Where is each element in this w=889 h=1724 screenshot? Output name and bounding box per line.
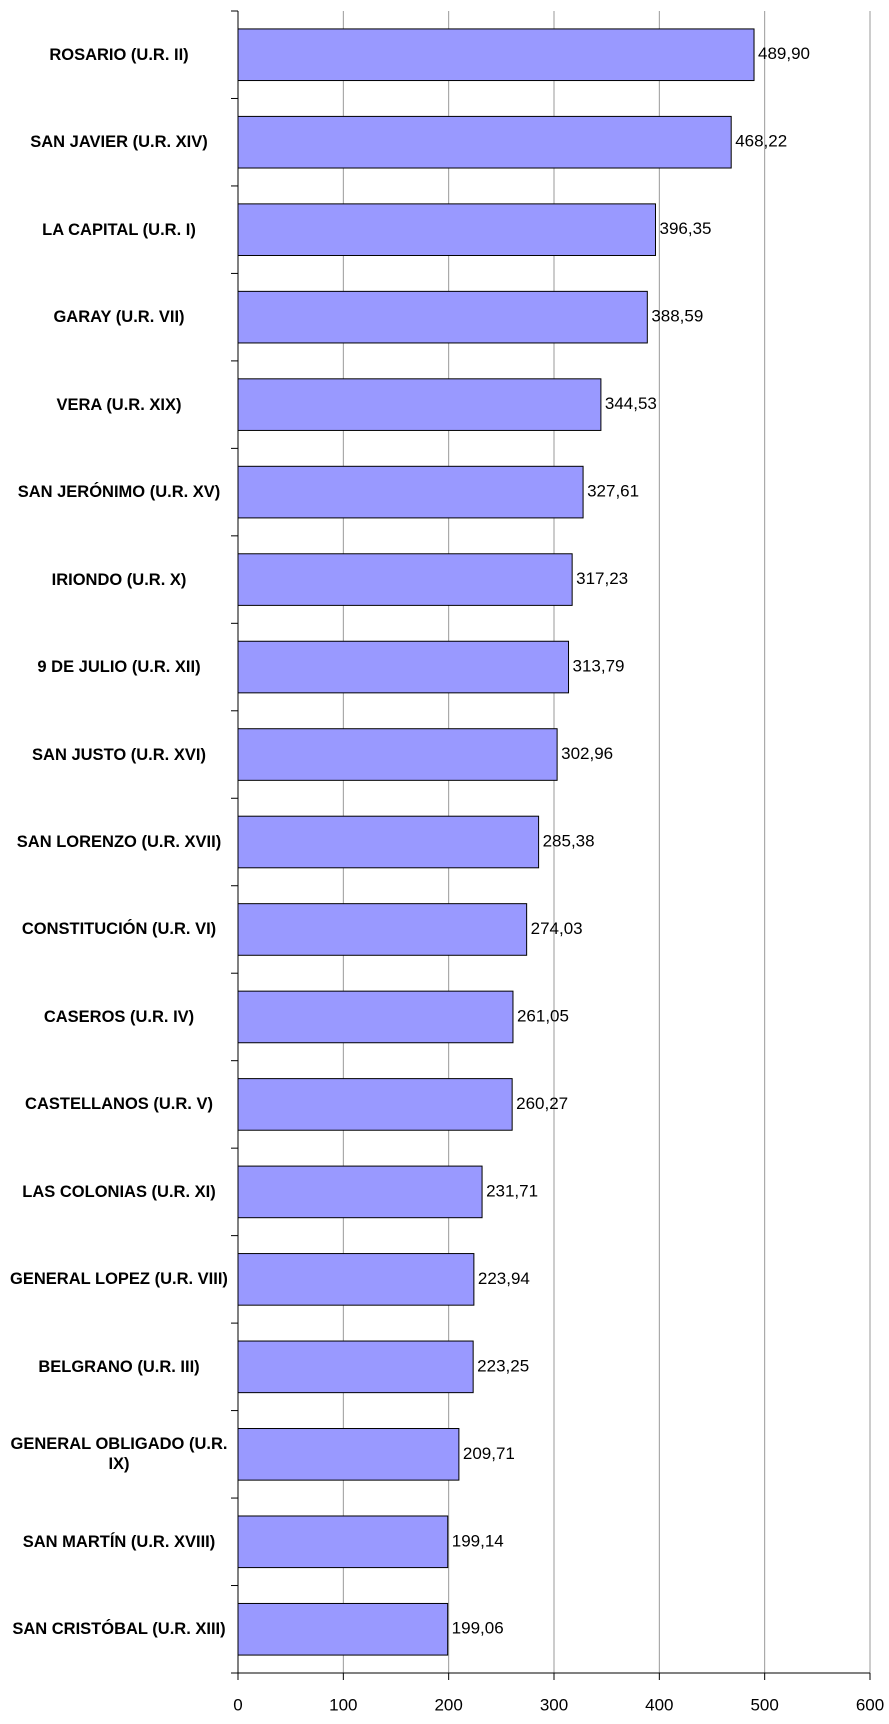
value-label: 313,79 [573, 657, 625, 676]
y-tick-label: SAN JAVIER (U.R. XIV) [30, 133, 208, 152]
value-label: 223,94 [478, 1269, 530, 1288]
bar [237, 115, 732, 169]
bar [237, 640, 570, 694]
bar [237, 815, 540, 869]
bar [237, 728, 558, 781]
y-tick-label: VERA (U.R. XIX) [56, 395, 182, 414]
y-tick-label: GENERAL LOPEZ (U.R. VIII) [10, 1270, 228, 1289]
y-tick-label: BELGRANO (U.R. III) [38, 1357, 200, 1376]
x-tick-label: 600 [856, 1695, 884, 1714]
bar [237, 990, 514, 1044]
value-label: 285,38 [543, 831, 595, 850]
y-tick-label: SAN LORENZO (U.R. XVII) [16, 833, 222, 851]
bar [237, 290, 648, 344]
value-label: 261,05 [517, 1006, 569, 1025]
x-tick-label: 500 [750, 1695, 778, 1714]
value-label: 260,27 [516, 1094, 568, 1113]
value-label: 396,35 [659, 219, 711, 238]
bar [237, 1515, 449, 1569]
x-tick-label: 300 [540, 1695, 568, 1714]
bar [237, 28, 755, 82]
value-label: 209,71 [463, 1444, 515, 1463]
bar [237, 553, 573, 606]
y-tick-label: CASEROS (U.R. IV) [43, 1007, 195, 1026]
y-tick-label: ROSARIO (U.R. II) [49, 45, 189, 64]
bar [237, 1602, 449, 1656]
y-tick-label: LAS COLONIAS (U.R. XI) [22, 1182, 216, 1201]
y-tick-label: CASTELLANOS (U.R. V) [25, 1095, 213, 1114]
value-label: 274,03 [531, 919, 583, 938]
x-tick-label: 100 [329, 1695, 357, 1714]
value-label: 317,23 [576, 569, 628, 588]
y-tick-label: SAN JERÓNIMO (U.R. XV) [17, 483, 221, 502]
value-label: 468,22 [735, 132, 787, 151]
y-tick-label: LA CAPITAL (U.R. I) [42, 220, 196, 239]
y-tick-label: GARAY (U.R. VII) [53, 308, 185, 327]
y-tick-label: GENERAL OBLIGADO (U.R. IX) [10, 1435, 228, 1474]
x-tick-label: 200 [434, 1695, 462, 1714]
bar [237, 203, 656, 256]
value-label: 199,14 [452, 1531, 504, 1550]
bar [237, 1253, 475, 1306]
x-tick-label: 400 [645, 1695, 673, 1714]
bar [237, 378, 602, 431]
y-tick-label: CONSTITUCIÓN (U.R. VI) [21, 920, 217, 939]
bar [237, 1340, 474, 1394]
value-label: 231,71 [486, 1181, 538, 1200]
x-tick-label: 0 [233, 1695, 242, 1714]
y-tick-label: 9 DE JULIO (U.R. XII) [37, 658, 201, 677]
y-tick-label: IRIONDO (U.R. X) [51, 570, 187, 589]
value-label: 327,61 [587, 482, 639, 501]
bar [237, 465, 584, 519]
y-tick-label: SAN CRISTÓBAL (U.R. XIII) [12, 1620, 226, 1639]
bar [237, 1078, 513, 1131]
value-label: 388,59 [651, 307, 703, 326]
bar [237, 903, 528, 956]
value-label: 199,06 [452, 1619, 504, 1638]
bar [237, 1428, 460, 1481]
bar [237, 1165, 483, 1219]
value-label: 344,53 [605, 394, 657, 413]
y-tick-label: SAN MARTÍN (U.R. XVIII) [22, 1532, 216, 1551]
y-tick-label: SAN JUSTO (U.R. XVI) [32, 745, 206, 764]
value-label: 223,25 [477, 1356, 529, 1375]
value-label: 489,90 [758, 44, 810, 63]
value-label: 302,96 [561, 744, 613, 763]
